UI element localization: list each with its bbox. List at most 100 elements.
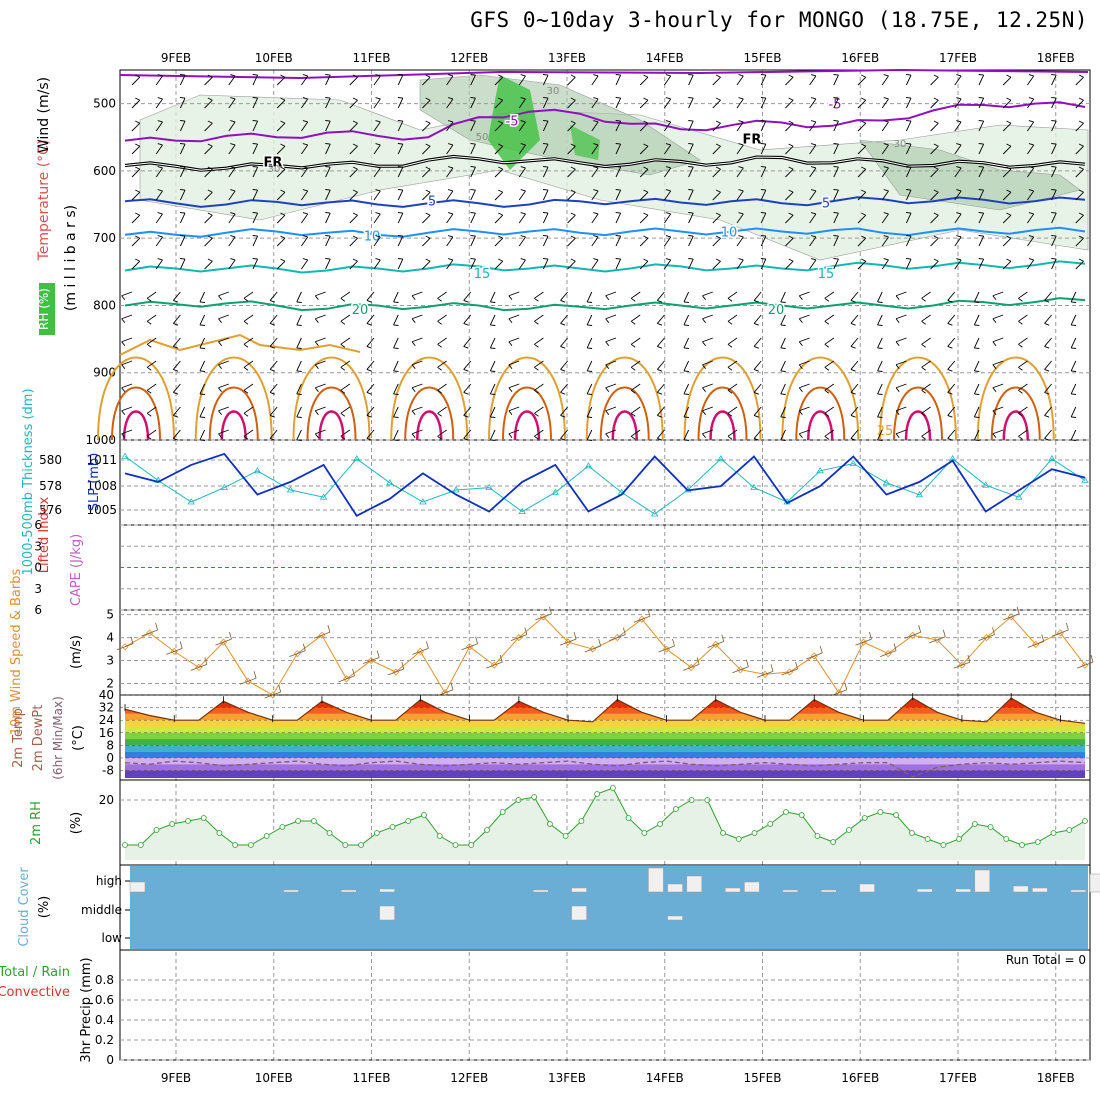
wind-barb-flag <box>243 297 249 302</box>
wind-barb <box>877 406 883 418</box>
wind-barb-flag <box>1051 235 1057 237</box>
wind-barb-flag <box>657 415 663 418</box>
wind-barb-flag <box>895 410 900 415</box>
rh-marker <box>641 830 648 836</box>
wind-barb-flag <box>180 143 186 145</box>
temp-tick-label: -8 <box>102 764 114 778</box>
wind-barb-flag <box>895 433 900 438</box>
wind-barb <box>218 383 229 389</box>
wind-tick-label: 5 <box>106 608 114 622</box>
isotherm-label: 20 <box>352 303 369 318</box>
date-label-bottom: 17FEB <box>939 1071 977 1085</box>
wind-barb <box>824 314 835 322</box>
wind-barb-flag <box>1018 320 1023 325</box>
wind-barb <box>857 99 867 109</box>
millibars-label: (m i l l i b a r s) <box>63 205 79 311</box>
wind-barb-flag <box>615 120 621 122</box>
wind-barb <box>397 166 404 178</box>
wind-barb-flag <box>850 323 856 326</box>
wind-barb-flag <box>883 189 889 192</box>
wind-barb <box>1075 145 1084 155</box>
wind-barb <box>325 120 331 132</box>
wind-barb-flag <box>252 258 258 260</box>
wind-barb <box>978 634 995 641</box>
wind-barb-flag <box>630 435 636 440</box>
wind-barb <box>269 406 278 416</box>
wind-barb-flag <box>397 97 403 99</box>
wind-barb <box>1027 98 1035 109</box>
wind-barb <box>664 213 672 224</box>
wind-barb-flag <box>1028 74 1034 77</box>
wind-barb-flag <box>447 258 454 261</box>
wind-barb-flag <box>1078 120 1084 124</box>
wind-barb-flag <box>520 166 526 169</box>
precip-tick-label: 0 <box>106 1053 114 1067</box>
wind-barb <box>1044 360 1052 370</box>
wind-barb-flag <box>437 297 442 302</box>
wind-barb <box>397 212 404 224</box>
wind-barb <box>780 314 786 326</box>
wind-barb-flag <box>861 258 866 262</box>
wind-barb-flag <box>753 392 759 395</box>
wind-barb-flag <box>375 74 381 77</box>
wind-barb <box>313 631 331 639</box>
wind-barb <box>373 98 381 109</box>
wind-barb-flag <box>921 412 926 417</box>
cloud-high-bar <box>916 888 933 893</box>
wind-barb-flag <box>615 189 621 191</box>
rh-legend-swatch <box>39 283 55 335</box>
wind-barb-flag <box>199 393 205 395</box>
wind-barb <box>947 291 956 301</box>
wind-barb-flag <box>207 143 213 147</box>
wind-barb-flag <box>992 433 997 438</box>
wind-barb <box>489 291 496 303</box>
wind-barb <box>276 145 286 155</box>
thickness-marker <box>319 493 328 500</box>
wind-barb-flag <box>204 657 208 665</box>
wind-barb-flag <box>665 212 671 215</box>
wind-barb <box>727 406 738 414</box>
wind-barb-flag <box>760 97 766 99</box>
wind-barb-flag <box>1028 258 1034 261</box>
wind-barb <box>954 190 962 201</box>
wind-barb <box>422 145 431 155</box>
wind-barb <box>973 429 980 441</box>
date-label-top: 15FEB <box>744 51 782 65</box>
wind-barb <box>437 314 447 322</box>
wind-barb <box>973 383 980 395</box>
wind-barb-flag <box>746 659 749 667</box>
wind-barb <box>1027 213 1035 224</box>
wind-barb-flag <box>340 412 346 417</box>
rh-marker <box>405 818 412 824</box>
wind-barb-flag <box>173 346 179 349</box>
wind-barb-flag <box>155 622 158 631</box>
wind-barb <box>1002 145 1012 155</box>
wind-barb <box>534 383 544 391</box>
wind-barb <box>199 406 206 418</box>
low-level-isotherm <box>292 356 371 441</box>
wind-barb-flag <box>918 625 922 633</box>
wind-barb-flag <box>622 627 626 635</box>
wind-barb-flag <box>411 341 416 346</box>
wind-barb-flag <box>672 638 675 647</box>
wind-barb <box>243 360 254 368</box>
wind-barb <box>727 337 738 345</box>
wind-barb-flag <box>411 387 416 392</box>
slp-tick-label: 1011 <box>86 453 117 467</box>
wind-barb <box>1018 337 1028 345</box>
wind-barb-flag <box>850 300 856 303</box>
wind-barb <box>630 337 641 345</box>
wind-barb-flag <box>798 364 803 369</box>
wind-barb-flag <box>1071 393 1077 395</box>
cloud-high-bar <box>974 869 991 893</box>
wind-barb <box>243 406 254 414</box>
rh-marker <box>263 833 270 839</box>
low-level-isotherm <box>306 386 357 441</box>
wind-barb-flag <box>665 97 671 100</box>
wind-barb <box>518 190 526 201</box>
isotherm--5 <box>124 101 1086 143</box>
wind-barb-flag <box>956 235 962 238</box>
precip-run-total: Run Total = 0 <box>1006 953 1086 967</box>
wind-barb <box>760 258 767 270</box>
wind-barb <box>833 166 839 178</box>
